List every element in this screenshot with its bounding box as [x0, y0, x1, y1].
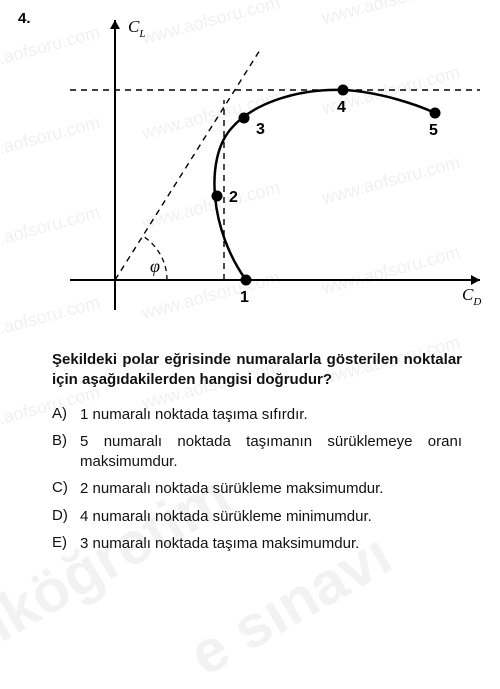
option-letter: C) — [52, 479, 80, 496]
option-letter: B) — [52, 432, 80, 449]
option-text: 3 numaralı noktada taşıma maksimumdur. — [80, 534, 462, 554]
option-letter: E) — [52, 534, 80, 551]
svg-text:5: 5 — [429, 122, 438, 139]
svg-text:2: 2 — [229, 189, 238, 206]
option-text: 1 numaralı noktada taşıma sıfırdır. — [80, 405, 462, 425]
option-row: A)1 numaralı noktada taşıma sıfırdır. — [52, 405, 462, 425]
options-list: A)1 numaralı noktada taşıma sıfırdır.B)5… — [20, 405, 480, 554]
svg-text:1: 1 — [240, 289, 249, 306]
option-letter: D) — [52, 507, 80, 524]
option-letter: A) — [52, 405, 80, 422]
option-row: D)4 numaralı noktada sürükleme minimumdu… — [52, 507, 462, 527]
svg-text:4: 4 — [337, 99, 346, 116]
svg-text:CL: CL — [128, 17, 145, 40]
option-row: C)2 numaralı noktada sürükleme maksimumd… — [52, 479, 462, 499]
question-text: Şekildeki polar eğrisinde numaralarla gö… — [20, 350, 480, 391]
question-number: 4. — [18, 10, 31, 27]
option-row: E)3 numaralı noktada taşıma maksimumdur. — [52, 534, 462, 554]
option-text: 2 numaralı noktada sürükleme maksimumdur… — [80, 479, 462, 499]
svg-text:φ: φ — [150, 256, 160, 276]
polar-curve-figure: 1 2 3 4 5 CL CD φ — [60, 10, 490, 320]
option-row: B)5 numaralı noktada taşımanın sürükleme… — [52, 432, 462, 471]
option-text: 4 numaralı noktada sürükleme minimumdur. — [80, 507, 462, 527]
svg-text:3: 3 — [256, 121, 265, 138]
option-text: 5 numaralı noktada taşımanın sürüklemeye… — [80, 432, 462, 471]
svg-text:CD: CD — [462, 285, 481, 308]
